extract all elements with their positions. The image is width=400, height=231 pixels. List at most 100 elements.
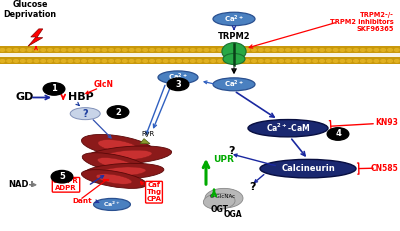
Circle shape bbox=[211, 60, 216, 62]
Circle shape bbox=[279, 49, 284, 51]
Ellipse shape bbox=[104, 150, 152, 160]
Ellipse shape bbox=[102, 167, 146, 176]
Circle shape bbox=[197, 60, 202, 62]
Text: $\mathbf{Ca^{2+}}$: $\mathbf{Ca^{2+}}$ bbox=[103, 200, 121, 209]
Text: Calcineurin: Calcineurin bbox=[281, 164, 335, 173]
Circle shape bbox=[388, 49, 392, 51]
Circle shape bbox=[156, 60, 161, 62]
Circle shape bbox=[82, 60, 86, 62]
Circle shape bbox=[34, 60, 39, 62]
Circle shape bbox=[82, 49, 86, 51]
Circle shape bbox=[354, 49, 358, 51]
Circle shape bbox=[163, 60, 168, 62]
Circle shape bbox=[231, 49, 236, 51]
Text: UPR: UPR bbox=[213, 155, 234, 164]
Ellipse shape bbox=[158, 71, 198, 84]
Circle shape bbox=[95, 60, 100, 62]
Circle shape bbox=[340, 49, 345, 51]
Text: Dant: Dant bbox=[72, 198, 92, 204]
Circle shape bbox=[177, 60, 182, 62]
Circle shape bbox=[360, 49, 365, 51]
Circle shape bbox=[252, 60, 256, 62]
Circle shape bbox=[150, 49, 154, 51]
Circle shape bbox=[286, 60, 290, 62]
Circle shape bbox=[204, 49, 209, 51]
Circle shape bbox=[136, 49, 141, 51]
Circle shape bbox=[299, 60, 304, 62]
Circle shape bbox=[190, 60, 195, 62]
Circle shape bbox=[347, 60, 352, 62]
Circle shape bbox=[136, 60, 141, 62]
Circle shape bbox=[367, 60, 372, 62]
Circle shape bbox=[167, 78, 189, 91]
Circle shape bbox=[306, 60, 311, 62]
Circle shape bbox=[143, 60, 148, 62]
Circle shape bbox=[170, 60, 175, 62]
Circle shape bbox=[211, 49, 216, 51]
Text: 5: 5 bbox=[59, 172, 65, 181]
Circle shape bbox=[109, 49, 114, 51]
Circle shape bbox=[360, 60, 365, 62]
Circle shape bbox=[218, 49, 222, 51]
Circle shape bbox=[61, 60, 66, 62]
Circle shape bbox=[374, 60, 379, 62]
Circle shape bbox=[374, 49, 379, 51]
Circle shape bbox=[95, 49, 100, 51]
Circle shape bbox=[184, 49, 188, 51]
Circle shape bbox=[54, 49, 59, 51]
Circle shape bbox=[258, 60, 263, 62]
Ellipse shape bbox=[222, 43, 246, 60]
Ellipse shape bbox=[96, 174, 132, 184]
Circle shape bbox=[367, 49, 372, 51]
Circle shape bbox=[272, 60, 277, 62]
Circle shape bbox=[7, 60, 12, 62]
Circle shape bbox=[68, 60, 73, 62]
Circle shape bbox=[394, 60, 399, 62]
Circle shape bbox=[48, 49, 52, 51]
Circle shape bbox=[340, 60, 345, 62]
Circle shape bbox=[272, 49, 277, 51]
Circle shape bbox=[27, 60, 32, 62]
Ellipse shape bbox=[203, 194, 235, 209]
Text: O-GlcNAc: O-GlcNAc bbox=[210, 194, 236, 199]
Ellipse shape bbox=[213, 12, 255, 26]
Circle shape bbox=[258, 49, 263, 51]
Ellipse shape bbox=[70, 108, 100, 120]
Circle shape bbox=[313, 60, 318, 62]
Circle shape bbox=[156, 49, 161, 51]
Polygon shape bbox=[28, 29, 43, 46]
Circle shape bbox=[34, 49, 39, 51]
Circle shape bbox=[75, 49, 80, 51]
Ellipse shape bbox=[98, 140, 138, 152]
Circle shape bbox=[354, 60, 358, 62]
Circle shape bbox=[347, 49, 352, 51]
Circle shape bbox=[320, 49, 324, 51]
Circle shape bbox=[286, 49, 290, 51]
Text: TRPM2-/-
TRPM2 inhibitors
SKF96365: TRPM2-/- TRPM2 inhibitors SKF96365 bbox=[330, 12, 394, 32]
Circle shape bbox=[170, 49, 175, 51]
Circle shape bbox=[88, 49, 93, 51]
Text: 4: 4 bbox=[335, 130, 341, 138]
Text: GD: GD bbox=[16, 92, 34, 103]
Circle shape bbox=[265, 60, 270, 62]
Text: OGA: OGA bbox=[224, 210, 242, 219]
Circle shape bbox=[333, 60, 338, 62]
Text: Caf
Thg
CPA: Caf Thg CPA bbox=[146, 182, 162, 202]
Ellipse shape bbox=[223, 53, 245, 64]
Circle shape bbox=[245, 60, 250, 62]
Circle shape bbox=[75, 60, 80, 62]
Circle shape bbox=[224, 49, 229, 51]
Text: $\mathbf{Ca^{2+}}$: $\mathbf{Ca^{2+}}$ bbox=[224, 79, 244, 90]
Ellipse shape bbox=[84, 146, 172, 164]
Circle shape bbox=[245, 49, 250, 51]
Circle shape bbox=[333, 49, 338, 51]
Text: ?: ? bbox=[82, 109, 88, 119]
Circle shape bbox=[61, 49, 66, 51]
Circle shape bbox=[122, 60, 127, 62]
Bar bbox=[0, 46, 400, 54]
Circle shape bbox=[313, 49, 318, 51]
Circle shape bbox=[14, 60, 18, 62]
Ellipse shape bbox=[98, 158, 134, 170]
Circle shape bbox=[150, 60, 154, 62]
Circle shape bbox=[394, 49, 399, 51]
